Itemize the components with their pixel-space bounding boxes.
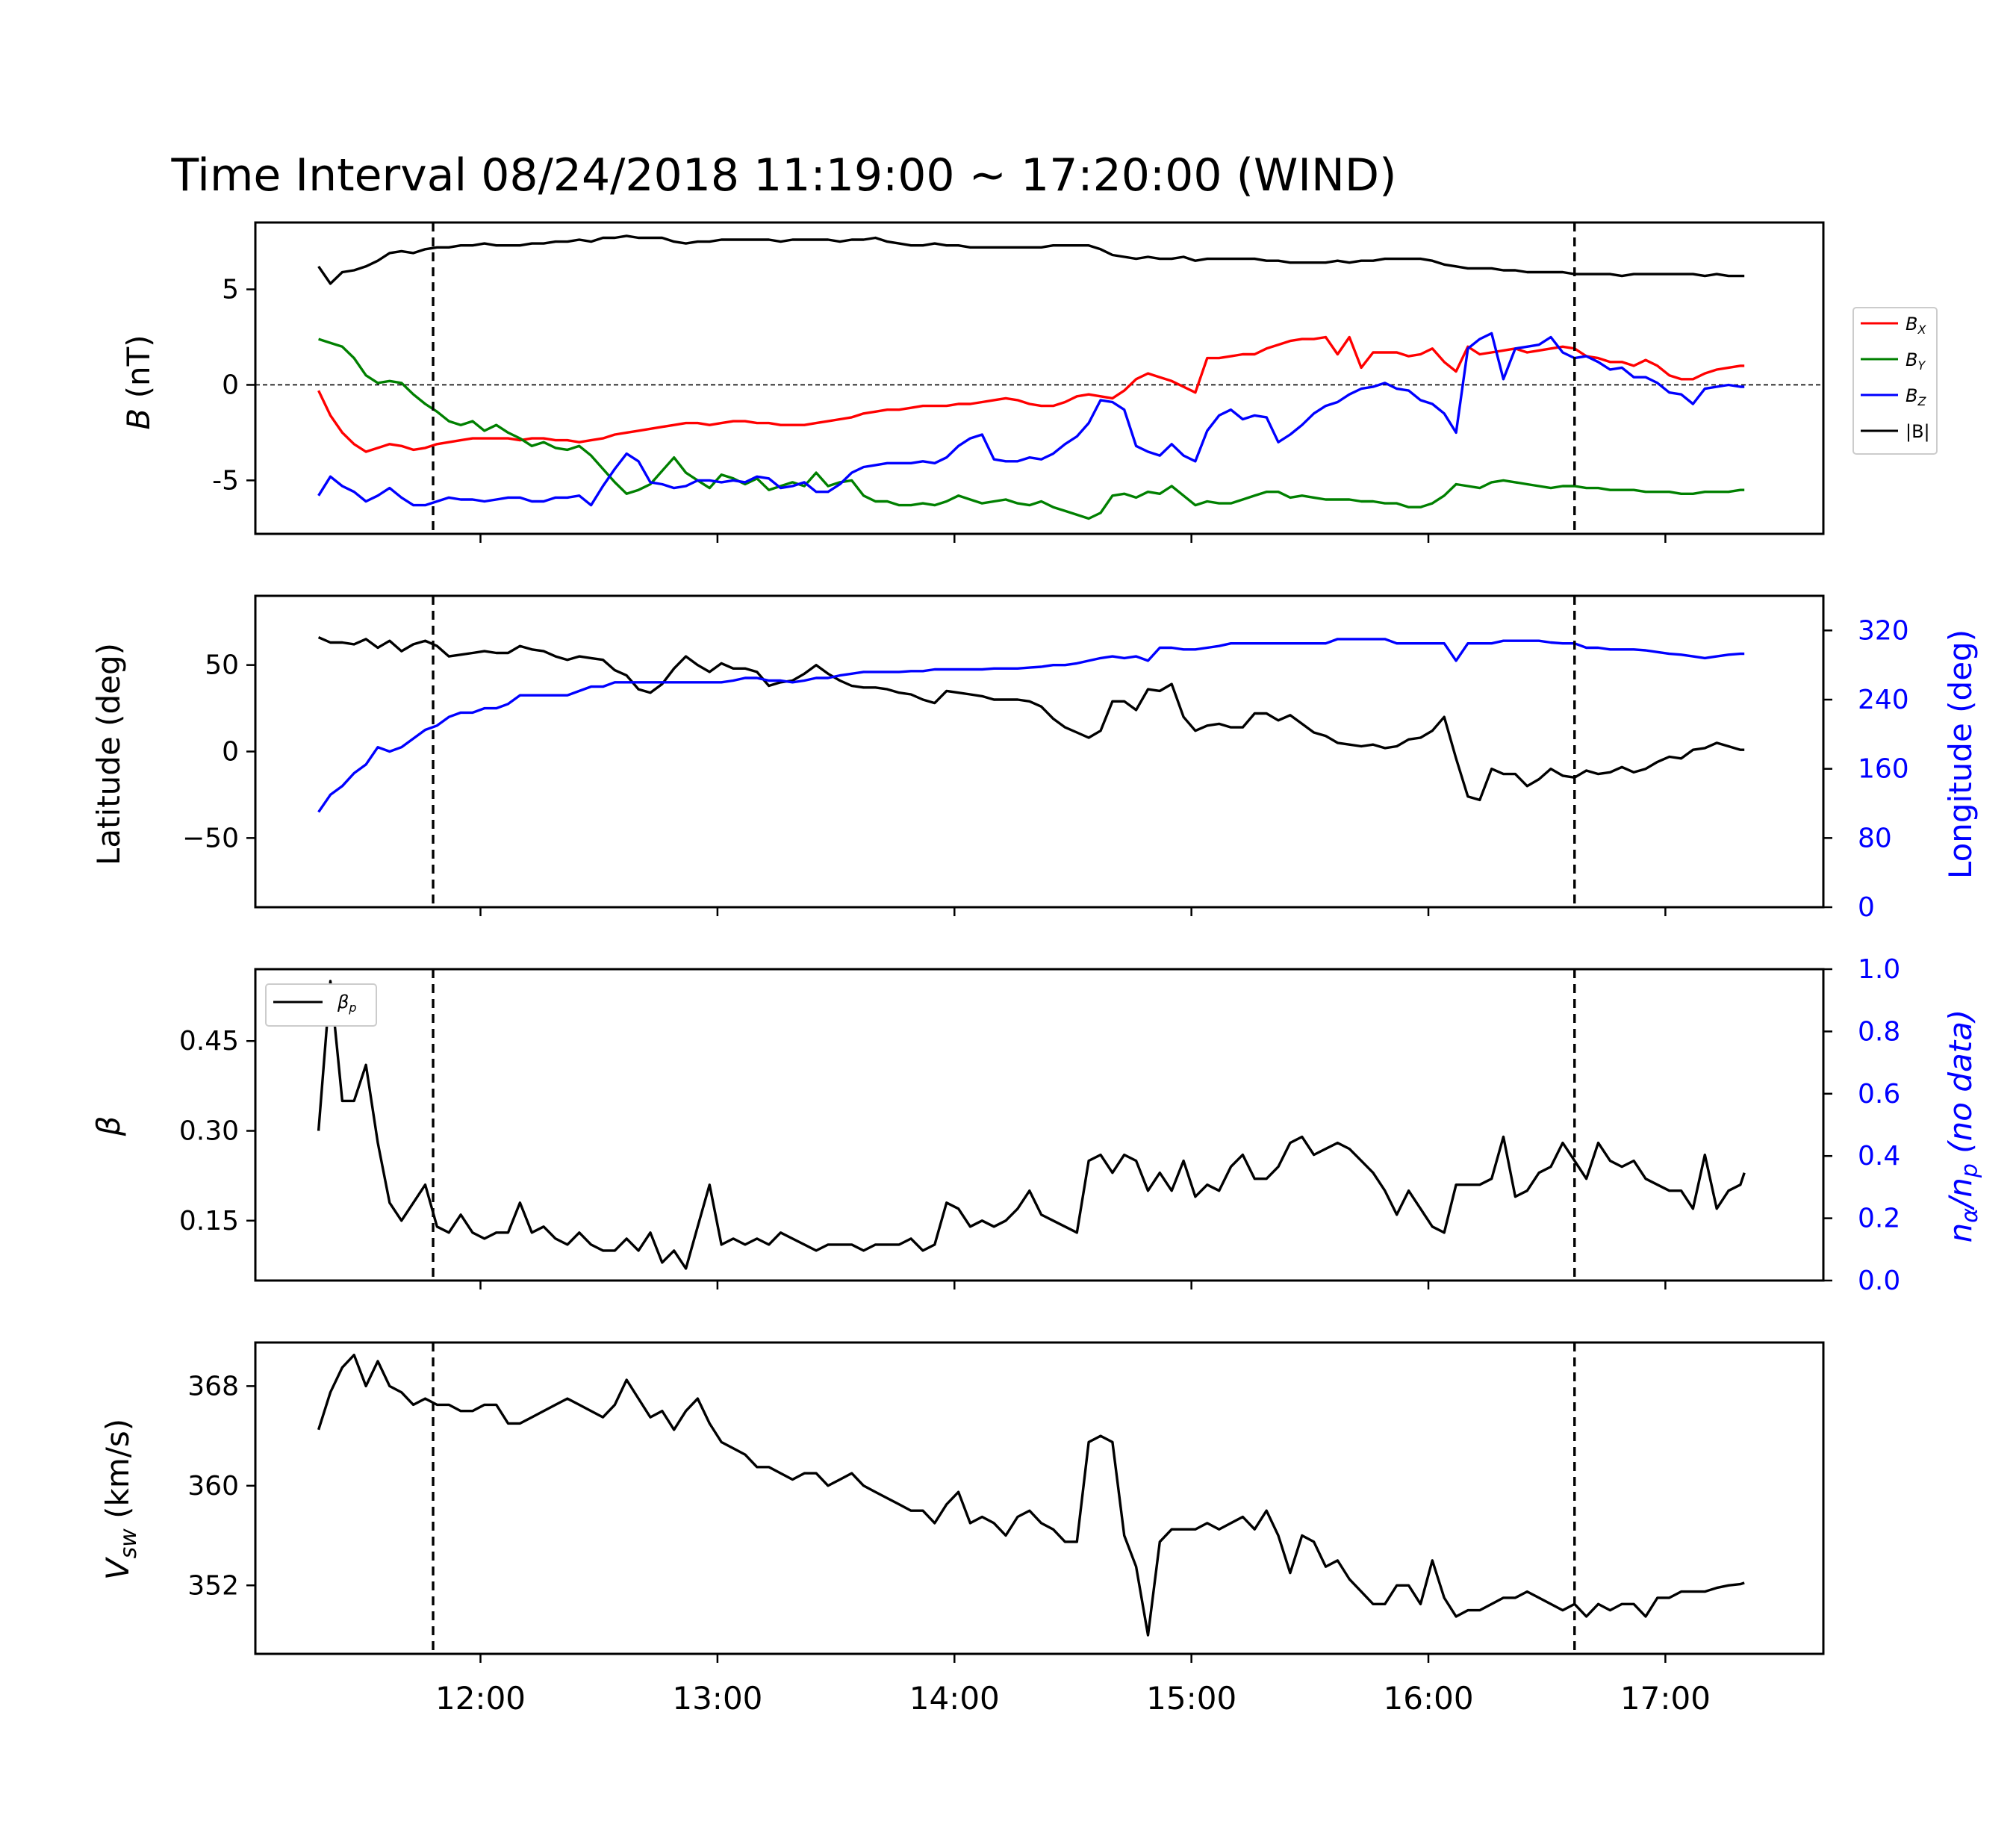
y-right-tick-label: 80: [1858, 823, 1892, 853]
legend-bmag: |B|: [1905, 421, 1930, 442]
b-axis-label: B (nT): [120, 335, 157, 429]
series-line-v-sw: [317, 1353, 1745, 1637]
y-right-tick-label: 0.8: [1858, 1016, 1900, 1047]
beta-legend: βp: [265, 983, 377, 1027]
figure-title: Time Interval 08/24/2018 11:19:00 ~ 17:2…: [170, 149, 1396, 202]
longitude-axis-label: Longitude (deg): [1942, 629, 1979, 879]
beta-axis-label: β: [90, 1116, 127, 1137]
y-tick-label: 50: [205, 650, 239, 681]
x-tick-label: 16:00: [1384, 1680, 1474, 1717]
y-right-tick-label: 0.0: [1858, 1266, 1900, 1296]
y-tick-label: 0: [222, 737, 239, 768]
x-tick-label: 17:00: [1620, 1680, 1711, 1717]
series-line-b-x: [317, 335, 1745, 453]
series-line-longitude: [317, 638, 1745, 813]
series-line--p: [317, 980, 1746, 1270]
y-right-tick-label: 320: [1858, 615, 1909, 646]
y-right-tick-label: 0.6: [1858, 1079, 1900, 1110]
y-tick-label: 0.15: [179, 1206, 239, 1236]
series-line-latitude: [317, 636, 1745, 802]
y-tick-label: 0: [222, 370, 239, 400]
y-tick-label: 368: [187, 1371, 239, 1401]
y-right-tick-label: 0.2: [1858, 1204, 1900, 1234]
latitude-axis-label: Latitude (deg): [90, 643, 127, 865]
y-tick-label: 352: [187, 1570, 239, 1601]
vsw-axis-label: Vsw (km/s): [99, 1419, 142, 1580]
panel-frame: [254, 221, 1825, 535]
series-line--b-: [317, 234, 1745, 285]
x-tick-label: 13:00: [672, 1680, 762, 1717]
y-right-tick-label: 1.0: [1858, 954, 1900, 985]
y-right-tick-label: 160: [1858, 754, 1909, 785]
x-tick-label: 14:00: [909, 1680, 1000, 1717]
field-direction-panel: Latitude (deg) Longitude (deg) 50 0 −50 320…: [90, 594, 1979, 923]
y-right-tick-label: 0.4: [1858, 1141, 1900, 1172]
magnetic-field-panel: B (nT) 5 0 -5: [120, 221, 1825, 543]
y-tick-label: -5: [212, 465, 239, 496]
panel-frame: [254, 968, 1825, 1282]
y-right-tick-label: 240: [1858, 685, 1909, 715]
series-line-b-z: [317, 332, 1745, 507]
field-legend: BX BY BZ |B|: [1852, 307, 1938, 455]
y-tick-label: −50: [182, 823, 239, 853]
y-tick-label: 360: [187, 1471, 239, 1502]
alpha-ratio-axis-label: nα/np (no data): [1942, 1009, 1983, 1243]
solar-wind-speed-panel: Vsw (km/s) 368 360 352 12:00 13:00 14:00 15:00…: [99, 1341, 1825, 1717]
panel-frame: [254, 1341, 1825, 1655]
y-tick-label: 0.30: [179, 1116, 239, 1147]
y-tick-label: 5: [222, 275, 239, 305]
y-tick-label: 0.45: [179, 1026, 239, 1057]
y-right-tick-label: 0: [1858, 892, 1875, 923]
x-tick-label: 12:00: [435, 1680, 526, 1717]
plasma-beta-panel: β nα/np (no data) 0.45 0.30 0.15 1.0 0.8 0.6 0…: [90, 954, 1983, 1296]
series-line-b-y: [318, 337, 1745, 520]
x-tick-label: 15:00: [1146, 1680, 1236, 1717]
